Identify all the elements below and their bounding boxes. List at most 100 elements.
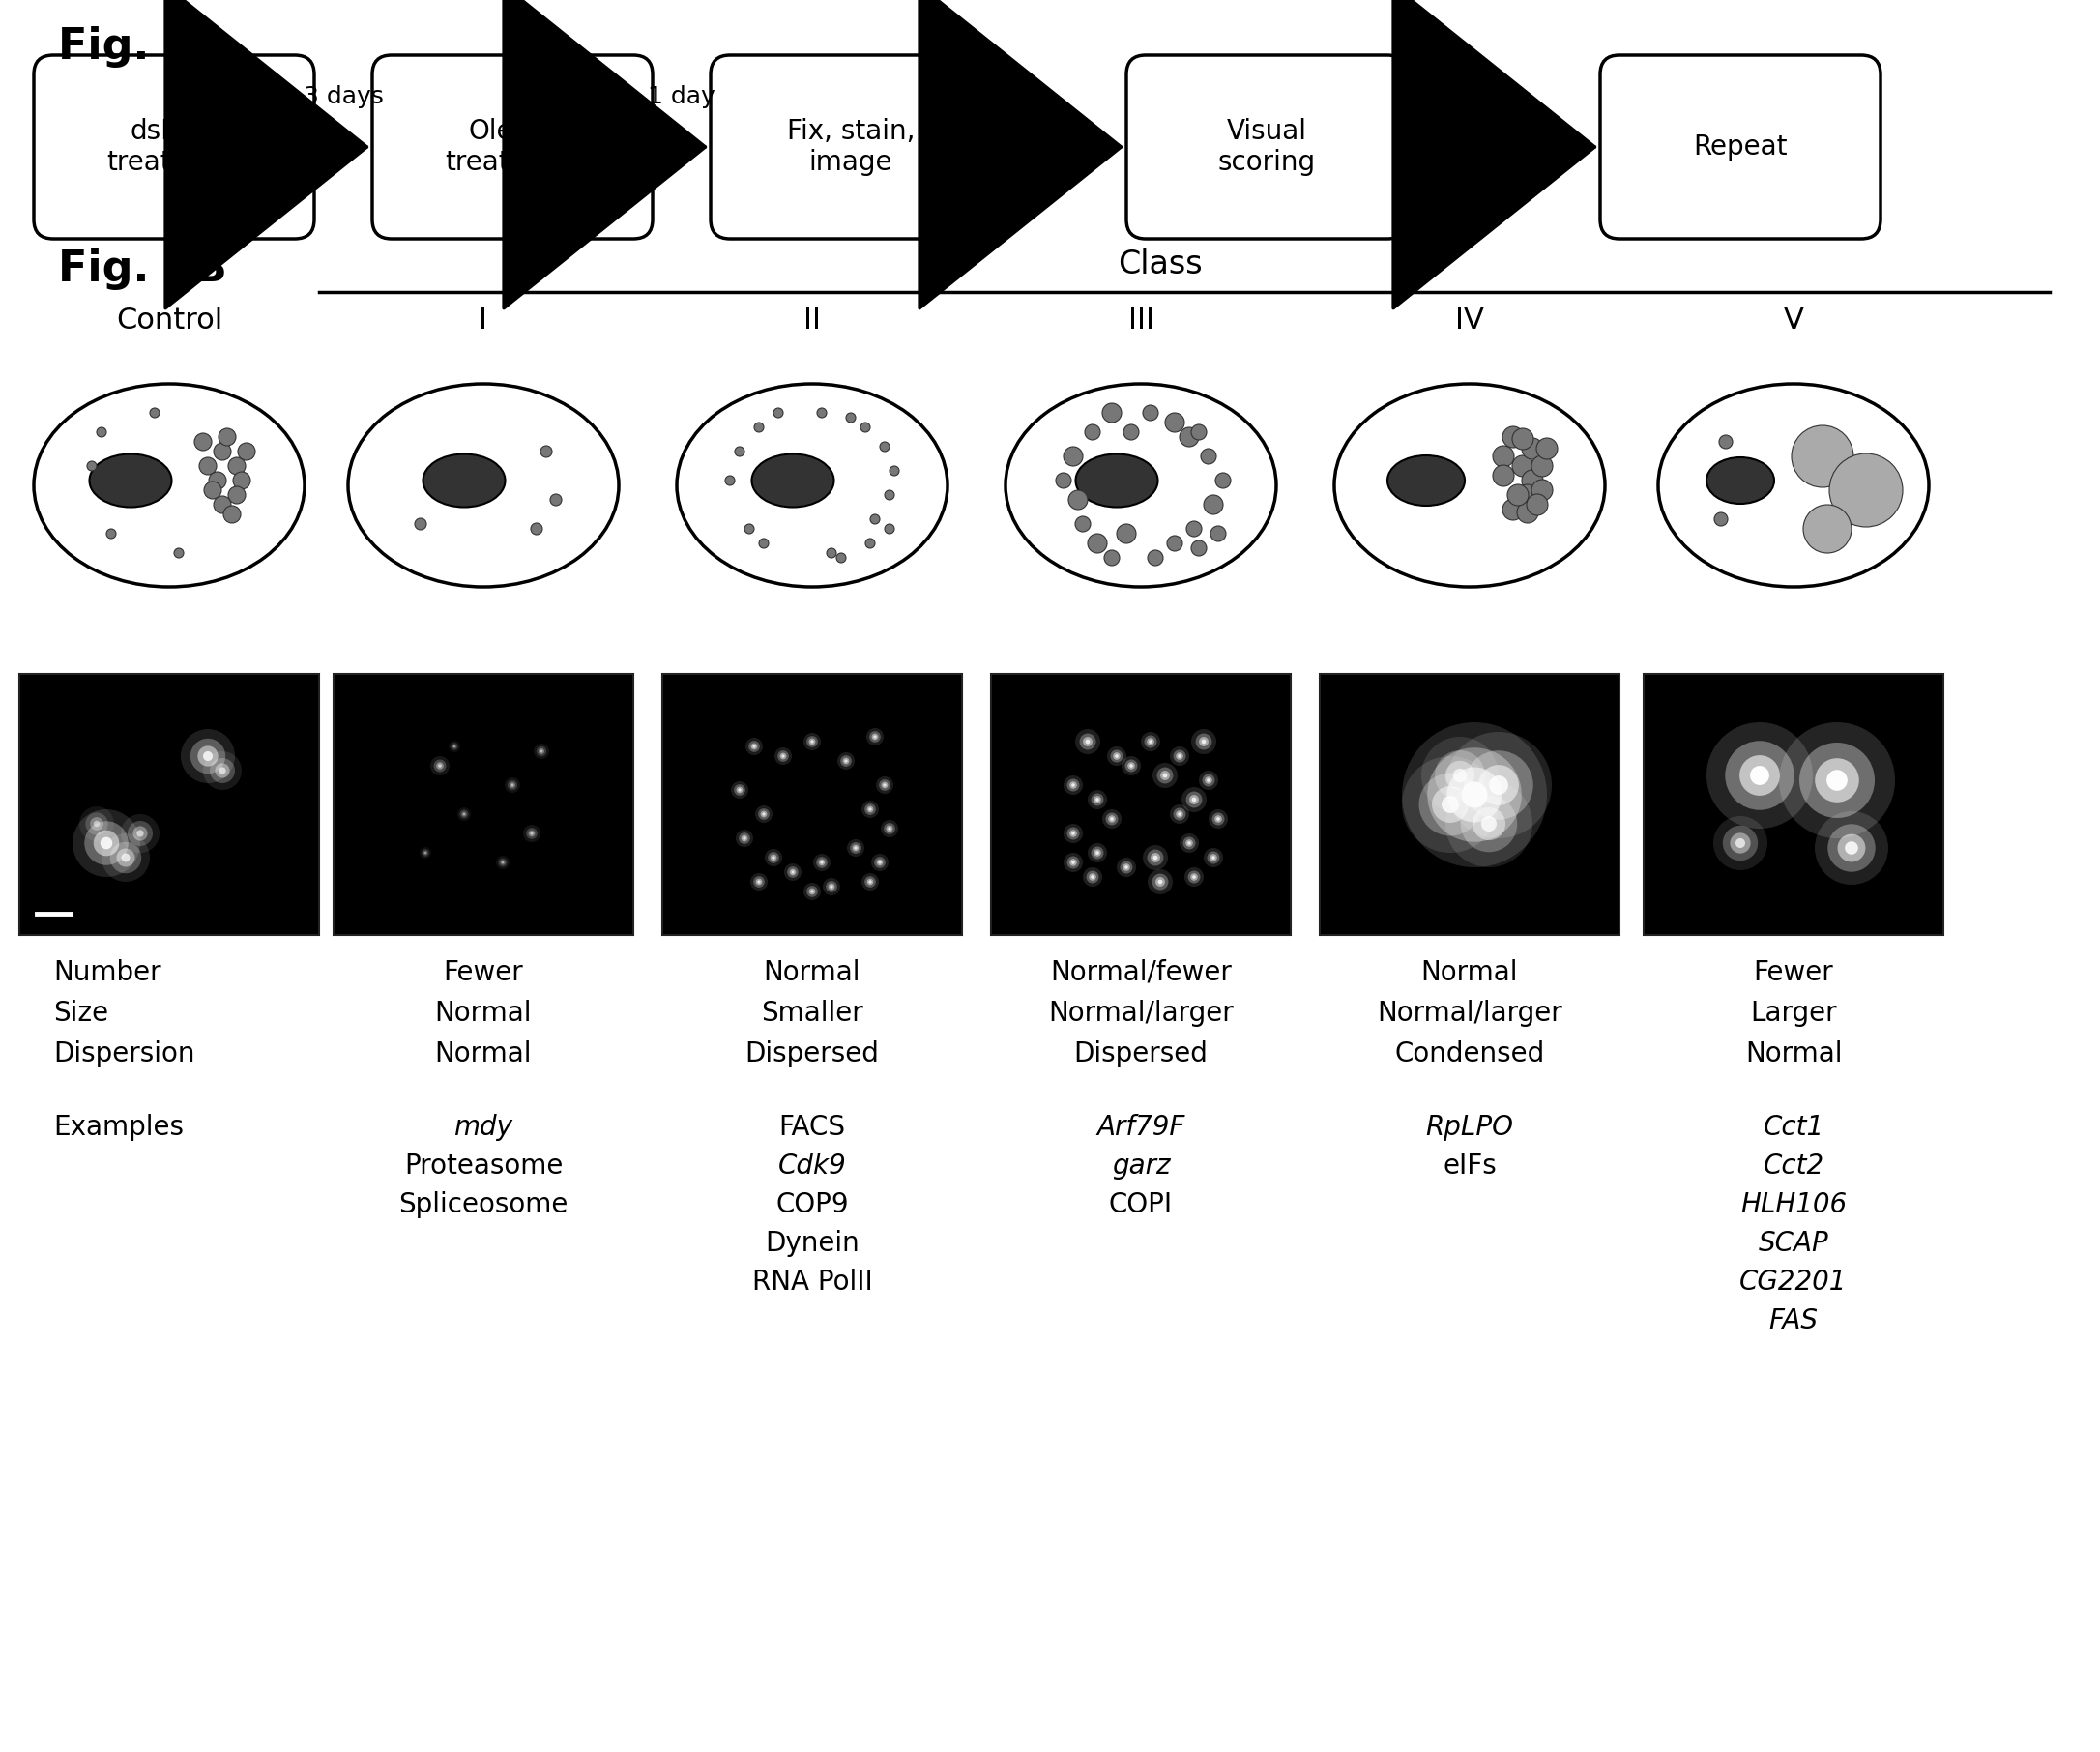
Circle shape bbox=[1075, 729, 1100, 753]
Circle shape bbox=[449, 741, 460, 752]
Circle shape bbox=[1403, 722, 1548, 867]
Ellipse shape bbox=[1075, 454, 1157, 506]
Circle shape bbox=[752, 743, 758, 750]
Circle shape bbox=[1472, 808, 1506, 841]
Ellipse shape bbox=[1388, 456, 1466, 506]
Bar bbox=[1644, 675, 1942, 936]
Circle shape bbox=[1846, 841, 1858, 855]
Bar bbox=[1319, 675, 1619, 936]
Circle shape bbox=[174, 548, 183, 557]
Circle shape bbox=[869, 808, 872, 811]
Circle shape bbox=[808, 738, 815, 745]
Circle shape bbox=[1493, 445, 1514, 468]
Circle shape bbox=[869, 731, 880, 743]
Circle shape bbox=[769, 851, 779, 864]
Circle shape bbox=[416, 519, 426, 529]
Text: Fig. 2A: Fig. 2A bbox=[59, 26, 227, 68]
Circle shape bbox=[884, 783, 886, 787]
Circle shape bbox=[872, 734, 878, 739]
Circle shape bbox=[861, 422, 869, 433]
Circle shape bbox=[735, 447, 745, 456]
Circle shape bbox=[1176, 752, 1182, 760]
Circle shape bbox=[1063, 447, 1084, 466]
Text: Dispersion: Dispersion bbox=[52, 1041, 195, 1067]
Text: Cct1: Cct1 bbox=[1764, 1114, 1825, 1141]
Circle shape bbox=[748, 741, 760, 752]
Circle shape bbox=[132, 827, 147, 841]
Circle shape bbox=[500, 860, 506, 865]
Circle shape bbox=[101, 834, 149, 881]
Circle shape bbox=[1403, 757, 1499, 853]
Circle shape bbox=[872, 853, 888, 871]
Circle shape bbox=[1186, 839, 1193, 846]
Text: III: III bbox=[1128, 307, 1153, 335]
Circle shape bbox=[1178, 755, 1182, 759]
Circle shape bbox=[1069, 858, 1077, 865]
Ellipse shape bbox=[1707, 457, 1774, 505]
Text: Dispersed: Dispersed bbox=[745, 1041, 880, 1067]
Circle shape bbox=[1147, 850, 1163, 865]
Circle shape bbox=[1142, 844, 1168, 871]
Circle shape bbox=[97, 427, 107, 436]
Circle shape bbox=[1071, 783, 1075, 787]
Circle shape bbox=[1067, 827, 1079, 839]
Circle shape bbox=[781, 755, 785, 757]
Circle shape bbox=[861, 801, 880, 818]
Circle shape bbox=[74, 809, 141, 878]
Text: Arf79F: Arf79F bbox=[1096, 1114, 1184, 1141]
Circle shape bbox=[817, 857, 827, 869]
Circle shape bbox=[1182, 787, 1207, 813]
Circle shape bbox=[1216, 473, 1231, 489]
Circle shape bbox=[827, 883, 836, 890]
Circle shape bbox=[214, 496, 231, 513]
Circle shape bbox=[1178, 813, 1182, 816]
Text: IV: IV bbox=[1455, 307, 1485, 335]
Circle shape bbox=[1092, 794, 1105, 806]
Circle shape bbox=[1516, 484, 1539, 506]
Circle shape bbox=[874, 857, 886, 869]
Text: Visual
scoring: Visual scoring bbox=[1218, 117, 1315, 177]
Text: Fig. 2B: Fig. 2B bbox=[59, 249, 227, 291]
Bar bbox=[334, 675, 634, 936]
Circle shape bbox=[1149, 739, 1153, 743]
Ellipse shape bbox=[1006, 384, 1277, 587]
FancyBboxPatch shape bbox=[1126, 54, 1407, 238]
Text: Condensed: Condensed bbox=[1394, 1041, 1546, 1067]
Circle shape bbox=[1212, 813, 1224, 825]
Circle shape bbox=[880, 820, 899, 837]
Circle shape bbox=[237, 443, 256, 461]
Circle shape bbox=[880, 780, 890, 790]
Circle shape bbox=[823, 878, 840, 895]
Circle shape bbox=[764, 850, 781, 865]
Circle shape bbox=[1079, 734, 1096, 750]
Circle shape bbox=[1069, 491, 1088, 510]
Circle shape bbox=[861, 872, 880, 890]
Circle shape bbox=[1512, 456, 1533, 477]
Text: Normal: Normal bbox=[1745, 1041, 1842, 1067]
Circle shape bbox=[1182, 837, 1195, 850]
Circle shape bbox=[1161, 771, 1170, 780]
Circle shape bbox=[420, 846, 430, 858]
Circle shape bbox=[204, 752, 242, 790]
Circle shape bbox=[1189, 795, 1199, 804]
Circle shape bbox=[1445, 760, 1474, 790]
Circle shape bbox=[1180, 427, 1199, 447]
Circle shape bbox=[867, 806, 874, 813]
Circle shape bbox=[735, 785, 745, 795]
Circle shape bbox=[1180, 834, 1199, 853]
Circle shape bbox=[882, 781, 888, 788]
Circle shape bbox=[523, 825, 540, 843]
Circle shape bbox=[1464, 750, 1533, 820]
Circle shape bbox=[1088, 843, 1107, 862]
Circle shape bbox=[884, 524, 895, 534]
Circle shape bbox=[737, 788, 741, 792]
Circle shape bbox=[1149, 550, 1163, 566]
Text: Normal: Normal bbox=[435, 1000, 531, 1027]
Bar bbox=[991, 675, 1292, 936]
Circle shape bbox=[880, 442, 890, 452]
Circle shape bbox=[1537, 438, 1558, 459]
Text: RNA PolII: RNA PolII bbox=[752, 1268, 872, 1296]
Circle shape bbox=[869, 515, 880, 524]
Circle shape bbox=[1432, 787, 1468, 823]
Circle shape bbox=[884, 491, 895, 499]
